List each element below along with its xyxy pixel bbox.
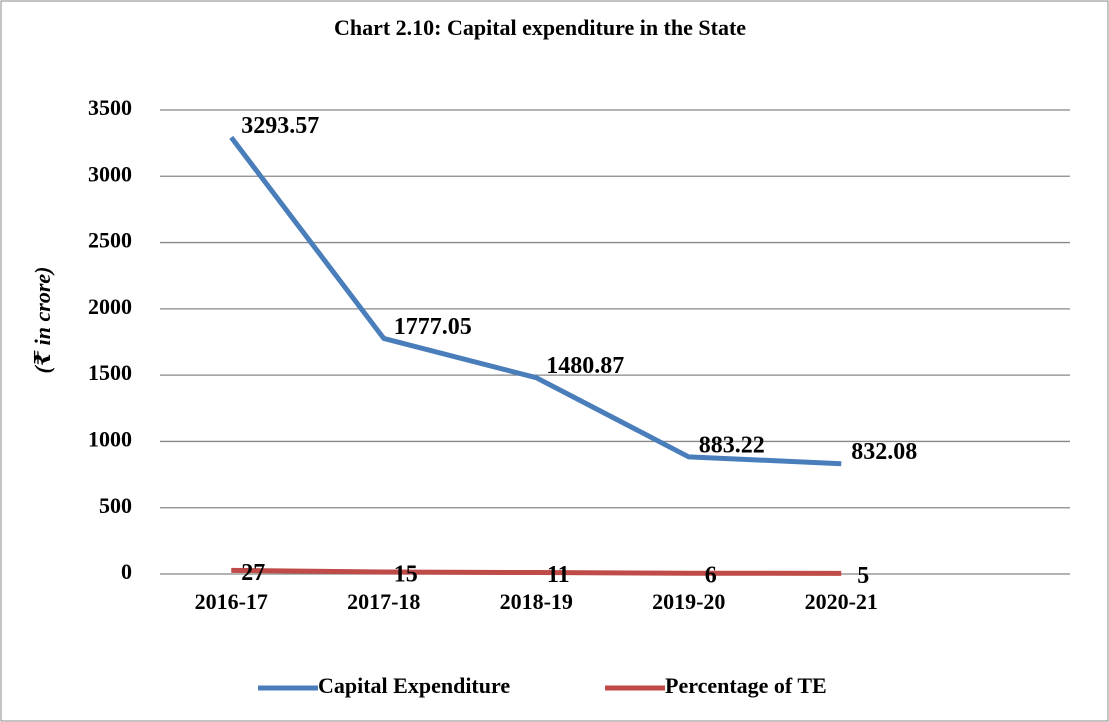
y-tick-label: 3000 [88,161,132,186]
series-line [229,135,842,467]
data-label: 11 [547,562,570,588]
data-label: 6 [705,563,717,589]
chart-title: Chart 2.10: Capital expenditure in the S… [334,15,746,40]
x-tick-label: 2017-18 [347,589,420,614]
data-label: 1777.05 [394,314,472,340]
legend-label: Percentage of TE [665,673,827,698]
y-tick-label: 2000 [88,294,132,319]
y-tick-label: 1000 [88,426,132,451]
data-label: 27 [241,560,265,586]
y-tick-label: 2500 [88,228,132,253]
y-tick-label: 3500 [88,95,132,120]
x-tick-label: 2020-21 [805,589,878,614]
x-tick-label: 2016-17 [195,589,268,614]
y-axis-label: (₹ in crore) [30,267,55,374]
data-label: 5 [857,563,869,589]
data-label: 15 [394,562,418,588]
y-tick-label: 500 [99,493,132,518]
y-tick-label: 1500 [88,360,132,385]
data-label: 883.22 [699,432,765,458]
x-tick-label: 2018-19 [500,589,573,614]
series-line [231,567,842,576]
data-label: 832.08 [851,439,917,465]
data-label: 1480.87 [546,353,624,379]
x-tick-label: 2019-20 [652,589,725,614]
legend-label: Capital Expenditure [318,673,510,698]
y-tick-label: 0 [121,559,132,584]
data-label: 3293.57 [241,113,319,139]
